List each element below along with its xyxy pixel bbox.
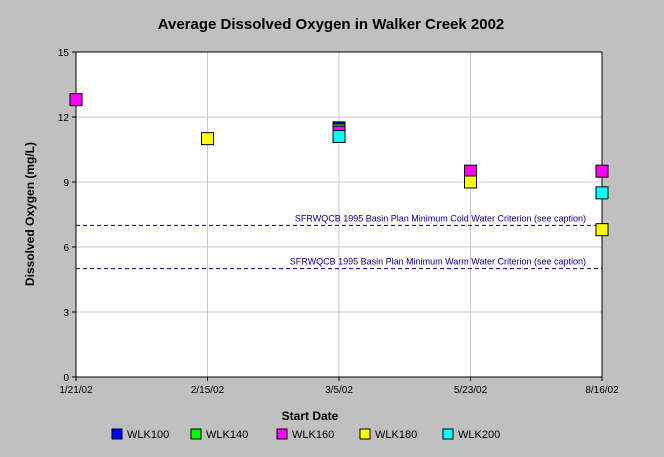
- legend-swatch: [442, 428, 454, 440]
- legend: WLK100 WLK140 WLK160 WLK180 WLK200: [111, 428, 500, 441]
- x-tick-label: 2/15/02: [191, 385, 225, 396]
- plot-frame: [75, 51, 603, 378]
- legend-swatch: [190, 428, 202, 440]
- reference-line-label: SFRWQCB 1995 Basin Plan Minimum Warm Wat…: [290, 257, 586, 267]
- legend-label: WLK200: [458, 429, 500, 441]
- legend-label: WLK160: [292, 429, 334, 441]
- plot-area: 0 3 6 9 12 15 1/21/02 2/15/02 3/5/02 5/23/02 8/16/…: [58, 48, 619, 396]
- y-tick-label: 0: [63, 373, 69, 384]
- data-point-wlk180: [201, 132, 214, 146]
- x-axis-label: Start Date: [282, 409, 339, 423]
- x-tick-label: 1/21/02: [59, 385, 93, 396]
- y-tick-label: 15: [58, 48, 70, 59]
- x-tick-label: 3/5/02: [325, 385, 353, 396]
- data-point-wlk180: [464, 175, 477, 189]
- reference-line-label: SFRWQCB 1995 Basin Plan Minimum Cold Wat…: [295, 213, 586, 223]
- y-tick-label: 12: [58, 113, 70, 124]
- legend-swatch: [276, 428, 288, 440]
- y-tick-label: 3: [63, 308, 69, 319]
- data-point-wlk200: [595, 186, 609, 200]
- legend-swatch: [111, 428, 123, 440]
- data-point-wlk200: [332, 130, 346, 143]
- x-tick-label: 5/23/02: [454, 385, 488, 396]
- legend-swatch: [359, 428, 371, 440]
- data-point-wlk180: [595, 223, 609, 237]
- data-point-wlk160: [69, 93, 83, 107]
- x-tick-label: 8/16/02: [585, 385, 619, 396]
- y-axis-label: Dissolved Oxygen (mg/L): [23, 142, 37, 286]
- legend-label: WLK140: [206, 429, 248, 441]
- legend-label: WLK180: [375, 429, 417, 441]
- data-point-wlk160: [595, 164, 609, 178]
- chart-title: Average Dissolved Oxygen in Walker Creek…: [158, 16, 505, 33]
- y-tick-label: 9: [63, 178, 69, 189]
- data-point-wlk160: [464, 164, 477, 178]
- legend-label: WLK100: [127, 429, 169, 441]
- y-tick-label: 6: [63, 243, 69, 254]
